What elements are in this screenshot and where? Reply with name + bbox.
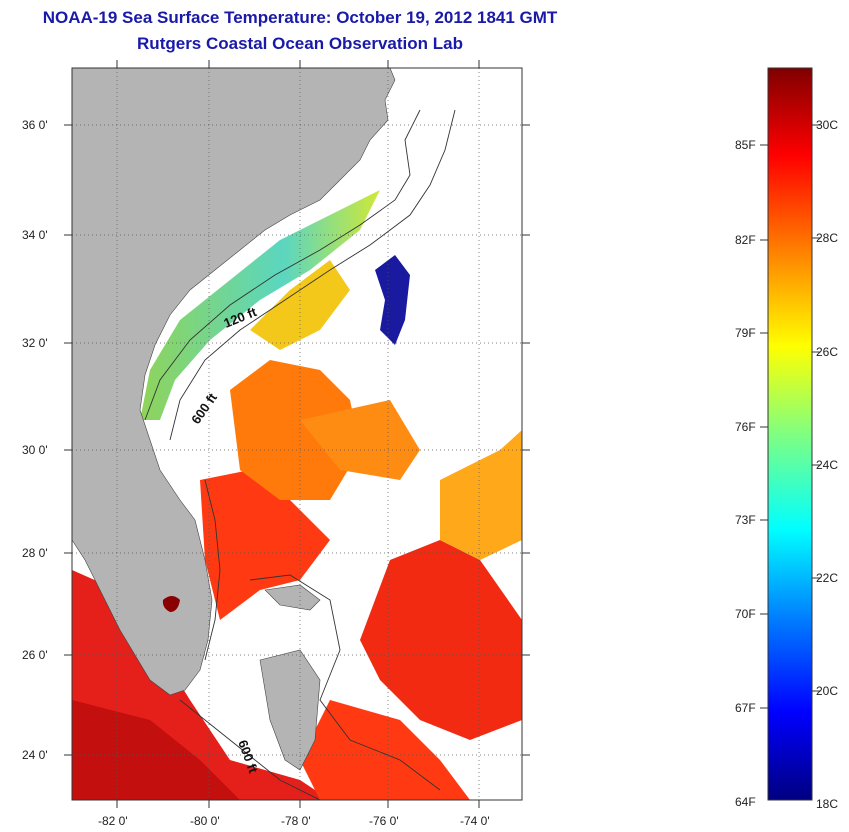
map-title: NOAA-19 Sea Surface Temperature: October… <box>42 8 558 27</box>
lat-label-26: 26 0' <box>22 648 48 662</box>
cb-c-28: 28C <box>816 231 839 245</box>
sst-florida-east <box>200 470 330 620</box>
lon-label-76: -76 0' <box>369 814 399 828</box>
axis-ticks <box>64 60 530 808</box>
lon-label-78: -78 0' <box>281 814 311 828</box>
lake-okeechobee <box>162 596 180 612</box>
contour-bahamas <box>249 574 441 791</box>
cb-c-26: 26C <box>816 345 839 359</box>
sst-east-edge <box>440 430 522 560</box>
cb-c-20: 20C <box>816 684 839 698</box>
sst-mid-orange <box>230 360 360 500</box>
colorbar-ticks <box>760 124 820 709</box>
map-subtitle: Rutgers Coastal Ocean Observation Lab <box>137 34 463 53</box>
cb-f-73: 73F <box>735 513 756 527</box>
contour-600ft <box>169 109 456 441</box>
contour-120ft <box>144 109 421 421</box>
lat-label-36: 36 0' <box>22 118 48 132</box>
land-southeast-us <box>72 68 396 696</box>
lat-label-30: 30 0' <box>22 443 48 457</box>
lat-label-24: 24 0' <box>22 748 48 762</box>
map-frame <box>71 67 523 801</box>
cb-c-30: 30C <box>816 118 839 132</box>
sst-gulf-hot <box>72 700 240 800</box>
graticule <box>72 68 522 800</box>
cb-f-79: 79F <box>735 326 756 340</box>
cb-f-76: 76F <box>735 420 756 434</box>
sst-east-orange <box>300 400 420 480</box>
sst-carolina-coastal <box>140 190 380 420</box>
land-bahamas <box>264 584 321 611</box>
sst-bahamas-south <box>300 700 470 800</box>
lon-label-80: -80 0' <box>190 814 220 828</box>
cb-c-18: 18C <box>816 797 839 811</box>
cb-f-64: 64F <box>735 795 756 809</box>
sst-east-warm <box>360 540 522 740</box>
sst-cold-patch <box>375 255 410 345</box>
lon-label-74: -74 0' <box>460 814 490 828</box>
lat-label-32: 32 0' <box>22 336 48 350</box>
contour-keys <box>179 699 321 800</box>
cb-f-85: 85F <box>735 138 756 152</box>
cb-c-24: 24C <box>816 458 839 472</box>
cb-f-82: 82F <box>735 233 756 247</box>
cb-f-70: 70F <box>735 607 756 621</box>
lat-label-28: 28 0' <box>22 546 48 560</box>
cb-c-22: 22C <box>816 571 839 585</box>
land-cuba <box>259 649 321 771</box>
lon-label-82: -82 0' <box>98 814 128 828</box>
lat-label-34: 34 0' <box>22 228 48 242</box>
colorbar <box>767 67 813 801</box>
cb-f-67: 67F <box>735 701 756 715</box>
contour-florida-shelf <box>204 479 221 661</box>
